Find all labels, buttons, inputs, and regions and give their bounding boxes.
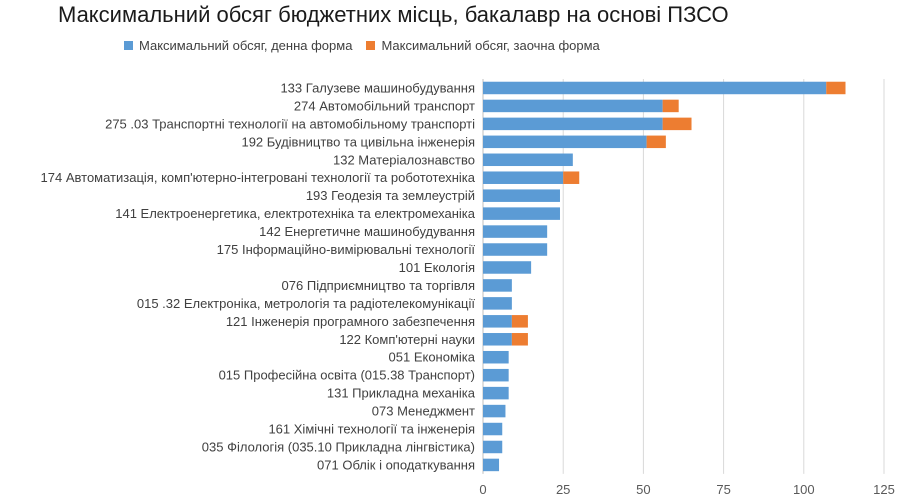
category-label-0: 133 Галузеве машинобудування <box>280 80 475 95</box>
bar-daytime-9 <box>483 243 548 256</box>
category-label-13: 121 Інженерія програмного забезпечення <box>226 314 475 329</box>
bar-daytime-18 <box>483 404 506 418</box>
category-label-19: 161 Хімічні технології та інженерія <box>268 422 475 437</box>
x-tick-label-100: 100 <box>793 482 815 497</box>
bar-daytime-10 <box>483 261 532 274</box>
bar-daytime-3 <box>483 135 647 149</box>
legend-swatch-extramural <box>366 41 376 50</box>
legend-swatch-daytime <box>124 41 133 50</box>
category-label-17: 131 Прикладна механіка <box>327 386 476 401</box>
category-label-7: 141 Електроенергетика, електротехніка та… <box>115 206 476 221</box>
x-tick-label-125: 125 <box>873 482 895 497</box>
bar-daytime-13 <box>483 315 512 328</box>
category-label-14: 122 Комп'ютерні науки <box>339 332 475 347</box>
category-label-18: 073 Менеджмент <box>372 404 475 419</box>
bar-daytime-16 <box>483 368 509 382</box>
bar-daytime-14 <box>483 333 512 346</box>
legend: Максимальний обсяг, денна форма Максимал… <box>124 38 614 53</box>
category-label-1: 274 Автомобільний транспорт <box>294 98 475 113</box>
bar-daytime-5 <box>483 171 564 184</box>
bar-daytime-2 <box>483 117 663 131</box>
category-label-5: 174 Автоматизація, комп'ютерно-інтегрова… <box>41 170 476 185</box>
category-label-3: 192 Будівництво та цивільна інженерія <box>241 134 475 149</box>
category-label-11: 076 Підприємництво та торгівля <box>282 278 475 293</box>
bar-extramural-14 <box>511 333 528 346</box>
category-label-10: 101 Екологія <box>399 260 475 275</box>
bar-daytime-11 <box>483 279 512 292</box>
bar-extramural-5 <box>563 171 580 184</box>
category-label-12: 015 .32 Електроніка, метрологія та радіо… <box>137 296 476 311</box>
category-label-20: 035 Філологія (035.10 Прикладна лінгвіст… <box>202 439 475 454</box>
legend-item-daytime: Максимальний обсяг, денна форма <box>124 38 352 53</box>
x-tick-label-75: 75 <box>716 482 730 497</box>
bar-extramural-3 <box>646 135 666 149</box>
category-label-8: 142 Енергетичне машинобудування <box>259 224 475 239</box>
category-label-2: 275 .03 Транспортні технології на автомо… <box>105 116 475 131</box>
chart-title: Максимальний обсяг бюджетних місць, бака… <box>58 2 729 27</box>
bar-daytime-0 <box>483 81 827 95</box>
bar-daytime-21 <box>483 458 500 472</box>
bar-extramural-0 <box>826 81 846 95</box>
legend-item-extramural: Максимальний обсяг, заочна форма <box>366 38 600 53</box>
category-label-6: 193 Геодезія та землеустрій <box>306 188 475 203</box>
x-tick-label-25: 25 <box>556 482 570 497</box>
category-label-4: 132 Матеріалознавство <box>333 152 475 167</box>
legend-label-daytime: Максимальний обсяг, денна форма <box>139 38 353 53</box>
x-tick-label-50: 50 <box>636 482 650 497</box>
bar-extramural-13 <box>511 315 528 328</box>
bar-daytime-7 <box>483 207 560 220</box>
category-label-21: 071 Облік і оподаткування <box>317 457 475 472</box>
bar-daytime-8 <box>483 225 548 238</box>
category-label-16: 015 Професійна освіта (015.38 Транспорт) <box>219 368 475 383</box>
bar-daytime-17 <box>483 386 509 400</box>
bar-daytime-6 <box>483 189 560 202</box>
category-label-15: 051 Економіка <box>389 350 476 365</box>
bar-daytime-15 <box>483 350 509 364</box>
bar-extramural-1 <box>662 99 679 113</box>
bar-extramural-2 <box>662 117 692 131</box>
bar-daytime-4 <box>483 153 573 167</box>
category-label-9: 175 Інформаційно-вимірювальні технології <box>217 242 476 257</box>
bar-daytime-19 <box>483 422 503 436</box>
bar-daytime-12 <box>483 297 512 310</box>
bar-daytime-1 <box>483 99 663 113</box>
x-tick-label-0: 0 <box>479 482 486 497</box>
bar-daytime-20 <box>483 440 503 454</box>
legend-label-extramural: Максимальний обсяг, заочна форма <box>381 38 600 53</box>
